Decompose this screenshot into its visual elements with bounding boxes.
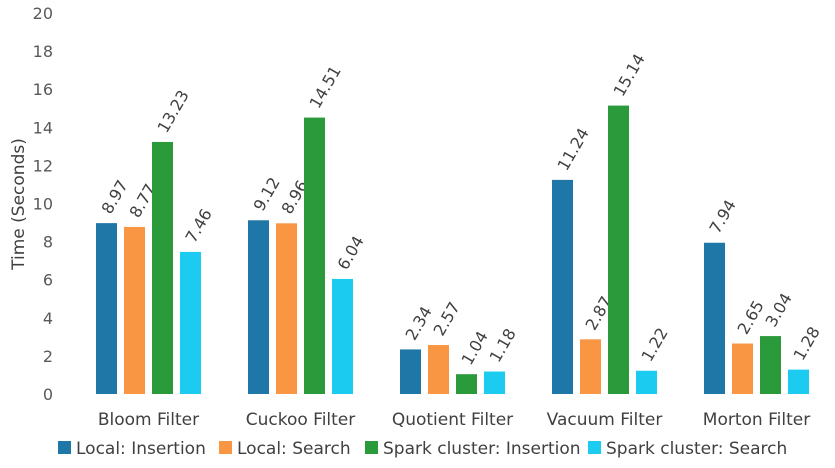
bar — [484, 371, 505, 394]
y-tick-label: 2 — [43, 347, 53, 366]
category-label: Bloom Filter — [98, 410, 199, 430]
category-label: Vacuum Filter — [547, 410, 663, 430]
y-tick-label: 16 — [33, 80, 53, 99]
data-label: 3.04 — [762, 290, 796, 330]
data-label: 2.57 — [430, 299, 464, 339]
bar — [96, 223, 117, 394]
bar — [152, 141, 173, 394]
category-label: Cuckoo Filter — [246, 410, 356, 430]
y-tick-label: 20 — [33, 4, 53, 23]
y-tick-label: 0 — [43, 385, 53, 404]
legend: Local: Insertion Local: Search Spark clust… — [58, 439, 787, 459]
bar — [608, 105, 629, 394]
bar — [788, 369, 809, 394]
y-tick-label: 4 — [43, 309, 53, 328]
bar — [428, 345, 449, 394]
data-label: 15.14 — [610, 50, 649, 99]
legend-swatch — [588, 441, 601, 454]
y-tick-label: 10 — [33, 195, 53, 214]
legend-label: Local: Insertion — [76, 439, 206, 459]
data-label: 11.24 — [554, 125, 593, 174]
data-label: 13.23 — [154, 87, 193, 136]
bar — [732, 343, 753, 394]
y-axis: 0 2 4 6 8 10 12 14 16 18 20 — [33, 4, 53, 404]
bar — [760, 336, 781, 394]
legend-label: Local: Search — [237, 439, 351, 459]
y-tick-label: 12 — [33, 156, 53, 175]
bar — [248, 220, 269, 394]
bars: 8.978.7713.237.469.128.9614.516.042.342.… — [96, 50, 824, 394]
bar — [456, 374, 477, 394]
bar — [580, 339, 601, 394]
legend-label: Spark cluster: Search — [606, 439, 787, 459]
category-labels: Bloom Filter Cuckoo Filter Quotient Filter… — [98, 410, 810, 430]
category-label: Quotient Filter — [392, 410, 513, 430]
data-label: 7.46 — [182, 206, 216, 246]
data-label: 1.18 — [486, 325, 520, 365]
legend-label: Spark cluster: Insertion — [383, 439, 581, 459]
bar — [180, 251, 201, 394]
data-label: 1.22 — [638, 324, 672, 364]
data-label: 1.04 — [458, 328, 492, 368]
y-tick-label: 6 — [43, 271, 53, 290]
bar — [124, 226, 145, 394]
data-label: 7.94 — [706, 196, 740, 236]
bar — [276, 223, 297, 394]
data-label: 14.51 — [306, 62, 345, 111]
bar — [552, 179, 573, 394]
bar — [400, 349, 421, 394]
data-label: 2.34 — [402, 303, 436, 343]
legend-swatch — [219, 441, 232, 454]
bar — [704, 242, 725, 394]
legend-swatch — [365, 441, 378, 454]
y-tick-label: 14 — [33, 118, 53, 137]
y-tick-label: 8 — [43, 233, 53, 252]
bar — [636, 370, 657, 394]
data-label: 6.04 — [334, 233, 368, 273]
y-tick-label: 18 — [33, 42, 53, 61]
bar — [332, 278, 353, 394]
legend-swatch — [58, 441, 71, 454]
category-label: Morton Filter — [703, 410, 810, 430]
data-label: 1.28 — [790, 323, 824, 363]
bar — [304, 117, 325, 394]
y-axis-label: Time (Seconds) — [9, 138, 29, 271]
